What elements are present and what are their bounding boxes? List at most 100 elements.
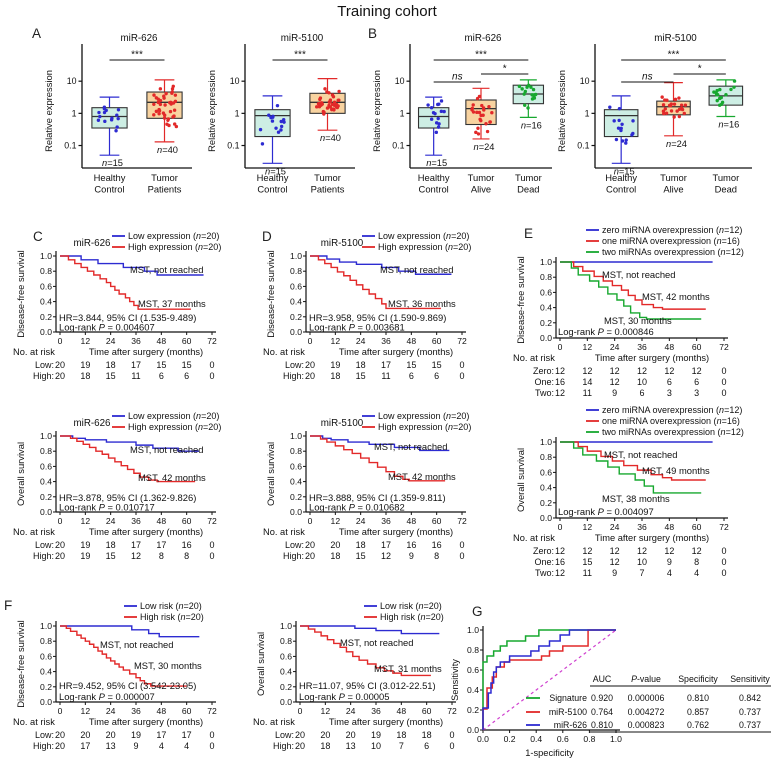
svg-text:0: 0	[459, 360, 464, 370]
svg-text:12: 12	[664, 546, 674, 556]
svg-text:0.842: 0.842	[739, 693, 761, 703]
svg-text:HR=11.07, 95% CI (3.012-22.51): HR=11.07, 95% CI (3.012-22.51)	[299, 680, 436, 691]
svg-text:48: 48	[157, 336, 167, 346]
svg-text:12: 12	[610, 366, 620, 376]
svg-text:60: 60	[182, 516, 192, 526]
svg-text:one miRNA overexpression (n=16: one miRNA overexpression (n=16)	[602, 416, 740, 426]
svg-text:0.0: 0.0	[290, 327, 302, 337]
svg-text:48: 48	[157, 516, 167, 526]
svg-text:15: 15	[406, 360, 416, 370]
svg-text:8: 8	[694, 557, 699, 567]
svg-text:4: 4	[694, 568, 699, 578]
svg-text:n=15: n=15	[426, 158, 447, 168]
svg-text:1.0: 1.0	[610, 734, 622, 744]
svg-text:1.0: 1.0	[290, 251, 302, 261]
svg-text:1.0: 1.0	[40, 251, 52, 261]
svg-text:MST, not reached: MST, not reached	[340, 637, 413, 648]
svg-text:12: 12	[583, 522, 593, 532]
svg-text:13: 13	[106, 741, 116, 751]
svg-text:1.0: 1.0	[280, 621, 292, 631]
svg-text:12: 12	[582, 366, 592, 376]
svg-text:0: 0	[459, 371, 464, 381]
svg-text:Low:: Low:	[285, 360, 304, 370]
svg-text:0.004272: 0.004272	[628, 707, 665, 717]
svg-text:16: 16	[432, 540, 442, 550]
boxplot-mir-5100-by-outcome: miR-5100 Relative expression 0.1 1 10 n=15 Hea…	[555, 30, 760, 231]
svg-text:0.8: 0.8	[280, 636, 292, 646]
svg-text:1-specificity: 1-specificity	[525, 748, 574, 758]
svg-text:36: 36	[637, 522, 647, 532]
svg-text:48: 48	[397, 706, 407, 716]
svg-text:1: 1	[72, 108, 77, 118]
svg-text:20: 20	[305, 551, 315, 561]
svg-text:0.8: 0.8	[40, 266, 52, 276]
svg-text:17: 17	[182, 730, 192, 740]
svg-text:6: 6	[409, 371, 414, 381]
svg-text:0.6: 0.6	[557, 734, 569, 744]
svg-text:Tumor: Tumor	[712, 172, 739, 183]
svg-text:miR-5100: miR-5100	[321, 238, 364, 249]
svg-text:Low expression (n=20): Low expression (n=20)	[128, 411, 219, 421]
svg-text:Low risk (n=20): Low risk (n=20)	[140, 601, 202, 611]
svg-text:17: 17	[381, 360, 391, 370]
svg-text:18: 18	[106, 360, 116, 370]
svg-text:0: 0	[209, 371, 214, 381]
svg-text:0.0: 0.0	[540, 333, 552, 343]
svg-text:1.0: 1.0	[40, 431, 52, 441]
svg-text:0.4: 0.4	[290, 297, 302, 307]
svg-text:72: 72	[719, 342, 729, 352]
svg-text:MST, 38 months: MST, 38 months	[602, 493, 670, 504]
svg-text:24: 24	[610, 522, 620, 532]
svg-text:0: 0	[558, 522, 563, 532]
km-dfs-mir-626: Low expression (n=20) High expression (n=…	[12, 226, 262, 399]
svg-text:0: 0	[308, 516, 313, 526]
svg-text:18: 18	[356, 540, 366, 550]
svg-text:12: 12	[637, 366, 647, 376]
svg-text:***: ***	[668, 50, 680, 61]
svg-text:miR-5100: miR-5100	[321, 418, 364, 429]
svg-text:60: 60	[182, 706, 192, 716]
svg-text:18: 18	[330, 371, 340, 381]
roc-curve-panel: 0.0 0.2 0.4 0.6 0.8 1.0 0.0 0.2 0.4 0.6 0.8 1.0 Sens…	[450, 598, 774, 779]
svg-text:17: 17	[156, 730, 166, 740]
svg-text:1.0: 1.0	[290, 431, 302, 441]
svg-text:6: 6	[159, 371, 164, 381]
svg-text:High expression (n=20): High expression (n=20)	[378, 422, 471, 432]
svg-text:0.6: 0.6	[280, 651, 292, 661]
svg-text:Tumor: Tumor	[660, 172, 687, 183]
svg-text:MST, not reached: MST, not reached	[604, 449, 677, 460]
svg-text:12: 12	[321, 706, 331, 716]
svg-text:0: 0	[721, 546, 726, 556]
svg-text:Sensitivity: Sensitivity	[450, 659, 460, 701]
svg-text:10: 10	[371, 741, 381, 751]
svg-text:Overall survival: Overall survival	[15, 442, 26, 506]
svg-text:0.8: 0.8	[290, 446, 302, 456]
svg-text:MST, not reached: MST, not reached	[380, 264, 453, 275]
svg-text:11: 11	[131, 371, 140, 381]
svg-text:No. at risk: No. at risk	[513, 353, 555, 363]
svg-text:Log-rank P = 0.004097: Log-rank P = 0.004097	[558, 506, 654, 517]
svg-text:0.6: 0.6	[290, 461, 302, 471]
svg-text:60: 60	[692, 342, 702, 352]
svg-text:High expression (n=20): High expression (n=20)	[378, 242, 471, 252]
svg-text:Healthy: Healthy	[605, 172, 637, 183]
svg-text:Relative expression: Relative expression	[371, 70, 382, 152]
svg-text:Log-rank P = 0.010717: Log-rank P = 0.010717	[59, 502, 155, 513]
svg-text:18: 18	[396, 730, 406, 740]
svg-text:No. at risk: No. at risk	[263, 527, 305, 537]
svg-text:One:: One:	[534, 377, 554, 387]
svg-text:Disease-free survival: Disease-free survival	[15, 250, 26, 338]
svg-text:10: 10	[637, 557, 647, 567]
svg-text:Healthy: Healthy	[94, 172, 126, 183]
svg-text:12: 12	[610, 557, 620, 567]
svg-text:No. at risk: No. at risk	[513, 533, 555, 543]
svg-text:0.857: 0.857	[687, 707, 709, 717]
svg-text:12: 12	[583, 342, 593, 352]
boxplot-mir-5100-healthy-vs-tumor: miR-5100 Relative expression 0.1 1 10 n=15 Hea…	[205, 30, 363, 231]
svg-text:9: 9	[409, 551, 414, 561]
svg-text:0: 0	[721, 388, 726, 398]
svg-text:Control: Control	[419, 184, 449, 195]
svg-text:1.0: 1.0	[540, 437, 552, 447]
svg-text:48: 48	[665, 342, 675, 352]
